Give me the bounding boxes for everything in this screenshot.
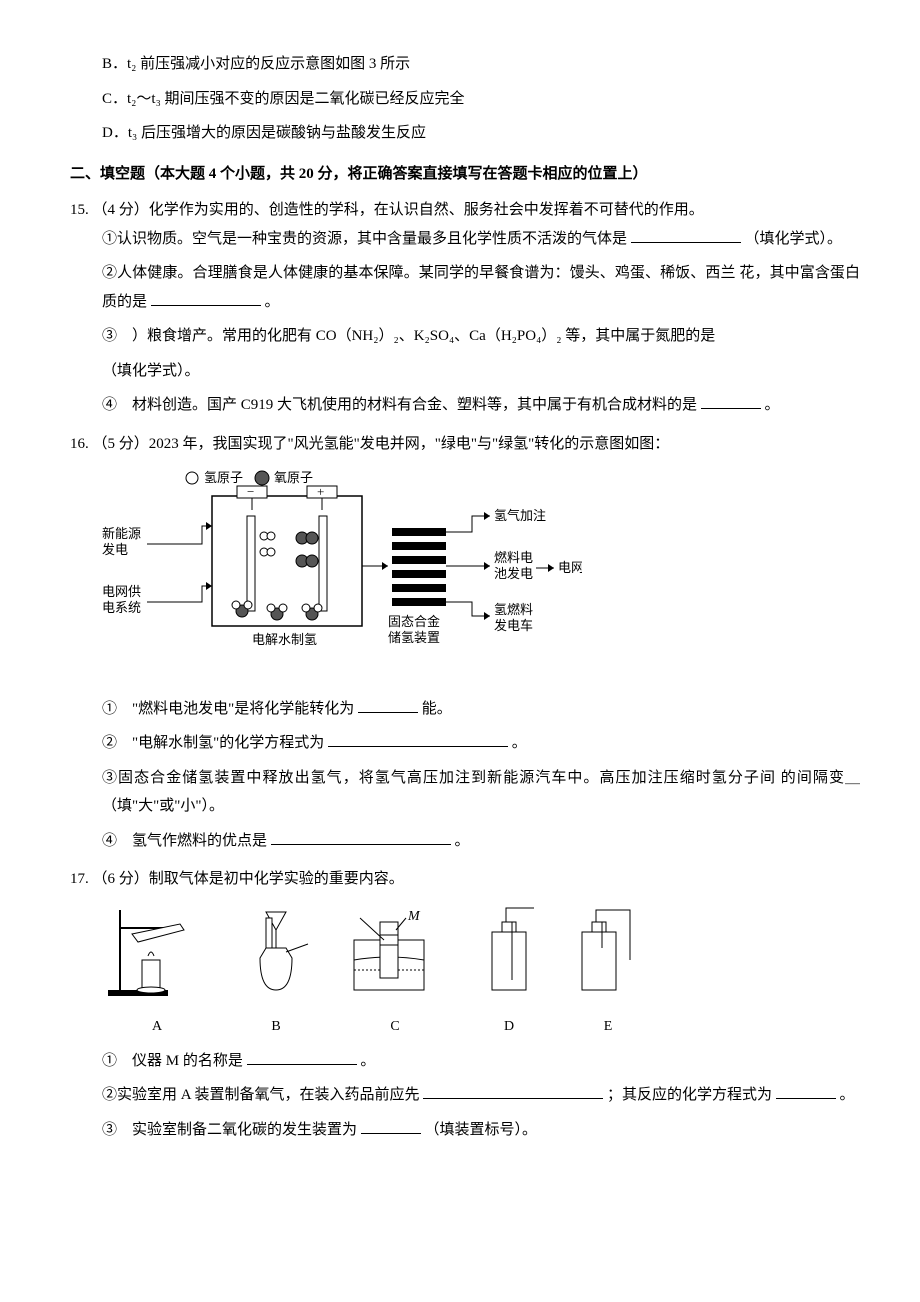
q17-p3b: （填装置标号）。 [425,1122,538,1138]
q17-apparatus: A B [102,900,860,1041]
label-electrolysis: 电解水制氢 [252,632,317,647]
q16-diagram: 氢原子 氧原子 − + [102,466,860,687]
blank [701,393,761,410]
q15-sub2: ②人体健康。合理膳食是人体健康的基本保障。某同学的早餐食谱为：馒头、鸡蛋、稀饭、… [102,259,860,316]
svg-text:池发电: 池发电 [494,566,533,581]
label-grid: 电网 [558,560,582,575]
q16-sub1: ① "燃料电池发电"是将化学能转化为 能。 [102,695,860,724]
electrolysis-diagram-svg: 氢原子 氧原子 − + [102,466,582,676]
q16-p4b: 。 [455,833,470,849]
apparatus-d: D [474,900,544,1041]
q16-p1b: 能。 [422,701,452,717]
apparatus-c-label: C [340,1014,450,1041]
blank [358,696,418,713]
label-h2-fill: 氢气加注 [494,508,546,523]
q15-p4b: 。 [765,397,780,413]
question-17: 17. （6 分）制取气体是初中化学实验的重要内容。 A [70,865,860,1144]
blank [151,289,261,306]
svg-text:电系统: 电系统 [102,600,141,615]
blank [776,1083,836,1100]
svg-text:发电: 发电 [102,542,128,557]
option-d: D．t₃ 后压强增大的原因是碳酸钠与盐酸发生反应 [102,119,860,148]
q16-sub4: ④ 氢气作燃料的优点是 。 [102,827,860,856]
q15-p1b: （填化学式）。 [745,231,843,247]
q15-p2b: 。 [265,294,280,310]
q17-p3a: ③ 实验室制备二氧化碳的发生装置为 [102,1122,357,1138]
q15-p3a: ③ ）粮食增产。常用的化肥有 CO（NH₂）₂、K₂SO₄、Ca（H₂PO₄）₂… [102,322,715,351]
apparatus-e: E [568,900,648,1041]
blank [631,226,741,243]
option-b: B．t₂ 前压强减小对应的反应示意图如图 3 所示 [102,50,860,79]
blank [361,1117,421,1134]
apparatus-c: M C [340,900,450,1041]
q16-p2a: ② "电解水制氢"的化学方程式为 [102,735,324,751]
apparatus-d-label: D [474,1014,544,1041]
apparatus-b: B [236,900,316,1041]
q17-sub3: ③ 实验室制备二氧化碳的发生装置为 （填装置标号）。 [102,1116,860,1145]
q15-sub4: ④ 材料创造。国产 C919 大飞机使用的材料有合金、塑料等，其中属于有机合成材… [102,391,860,420]
q17-p2c: 。 [840,1087,855,1103]
label-new-energy: 新能源 [102,526,141,541]
svg-text:储氢装置: 储氢装置 [388,630,440,645]
q17-p2b: ；其反应的化学方程式为 [607,1087,772,1103]
q17-lead: 17. （6 分）制取气体是初中化学实验的重要内容。 [70,865,860,894]
svg-text:−: − [247,484,254,499]
label-grid-supply: 电网供 [102,584,141,599]
legend-h: 氢原子 [204,470,243,485]
legend-o: 氧原子 [274,470,313,485]
q16-lead: 16. （5 分）2023 年，我国实现了"风光氢能"发电并网，"绿电"与"绿氢… [70,430,860,459]
q15-p4a: ④ 材料创造。国产 C919 大飞机使用的材料有合金、塑料等，其中属于有机合成材… [102,397,701,413]
apparatus-e-label: E [568,1014,648,1041]
apparatus-a: A [102,900,212,1041]
label-h2-car: 氢燃料 [494,602,533,617]
label-storage: 固态合金 [388,614,440,629]
q17-p2a: ②实验室用 A 装置制备氧气，在装入药品前应先 [102,1087,423,1103]
q17-p1b: 。 [360,1053,375,1069]
option-c: C．t₂～t₃ 期间压强不变的原因是二氧化碳已经反应完全 [102,85,860,114]
q17-sub1: ① 仪器 M 的名称是 。 [102,1047,860,1076]
q15-sub3: ③ ）粮食增产。常用的化肥有 CO（NH₂）₂、K₂SO₄、Ca（H₂PO₄）₂… [102,322,860,351]
q15-p3b: （填化学式）。 [102,363,200,379]
svg-text:发电车: 发电车 [494,618,533,633]
svg-text:+: + [317,484,324,499]
blank [328,731,508,748]
svg-text:M: M [407,909,421,924]
blank [271,828,451,845]
q15-sub3b: （填化学式）。 [102,357,860,386]
apparatus-a-label: A [102,1014,212,1041]
q16-sub2: ② "电解水制氢"的化学方程式为 。 [102,729,860,758]
q17-sub2: ②实验室用 A 装置制备氧气，在装入药品前应先 ；其反应的化学方程式为 。 [102,1081,860,1110]
q16-p2b: 。 [512,735,527,751]
section-2-header: 二、填空题（本大题 4 个小题，共 20 分，将正确答案直接填写在答题卡相应的位… [70,160,860,189]
apparatus-b-label: B [236,1014,316,1041]
q15-p1a: ①认识物质。空气是一种宝贵的资源，其中含量最多且化学性质不活泼的气体是 [102,231,631,247]
q16-p4a: ④ 氢气作燃料的优点是 [102,833,267,849]
question-15: 15. （4 分）化学作为实用的、创造性的学科，在认识自然、服务社会中发挥着不可… [70,196,860,420]
q15-sub1: ①认识物质。空气是一种宝贵的资源，其中含量最多且化学性质不活泼的气体是 （填化学… [102,225,860,254]
q15-lead: 15. （4 分）化学作为实用的、创造性的学科，在认识自然、服务社会中发挥着不可… [70,196,860,225]
q16-sub3: ③固态合金储氢装置中释放出氢气，将氢气高压加注到新能源汽车中。高压加注压缩时氢分… [102,764,860,821]
q16-p1a: ① "燃料电池发电"是将化学能转化为 [102,701,354,717]
question-16: 16. （5 分）2023 年，我国实现了"风光氢能"发电并网，"绿电"与"绿氢… [70,430,860,856]
q17-p1a: ① 仪器 M 的名称是 [102,1053,243,1069]
blank [423,1083,603,1100]
blank [247,1048,357,1065]
label-fuel-cell: 燃料电 [494,550,533,565]
